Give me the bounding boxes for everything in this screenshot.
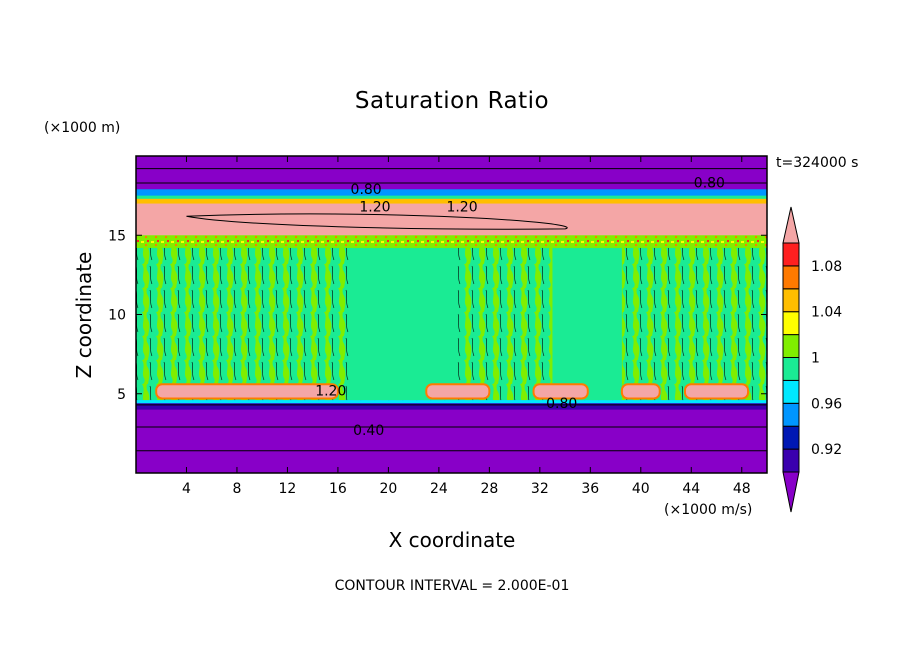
- field-lower-lens-3: [620, 383, 661, 400]
- field-band-smooth-column-0: [350, 238, 458, 401]
- colorbar-label-3: 1.04: [811, 305, 842, 321]
- colorbar-bottom-arrow: [782, 471, 800, 513]
- x-tick-label-24: 24: [430, 481, 448, 497]
- colorbar: 0.92 0.96 1 1.04 1.08: [782, 206, 842, 513]
- colorbar-top-arrow: [782, 206, 800, 244]
- colorbar-swatch-1: [782, 425, 800, 450]
- field-lower-lens-4: [683, 383, 750, 400]
- colorbar-swatch-4: [782, 357, 800, 381]
- colorbar-swatch-5: [782, 334, 800, 359]
- x-tick-label-48: 48: [733, 481, 751, 497]
- colorbar-label-0: 0.92: [811, 442, 842, 458]
- field-lower-lens-0: [155, 383, 339, 400]
- time-label: t=324000 s: [776, 155, 859, 171]
- x-axis-unit: (×1000 m/s): [664, 502, 753, 518]
- colorbar-swatch-3: [782, 379, 800, 404]
- field-lower-lens-2: [532, 383, 589, 400]
- saturation-field: [136, 156, 767, 473]
- field-band-smooth-column-1: [552, 238, 622, 401]
- x-axis-label: X coordinate: [388, 528, 516, 552]
- x-tick-label-32: 32: [531, 481, 549, 497]
- colorbar-label-4: 1.08: [811, 259, 842, 275]
- colorbar-swatch-7: [782, 288, 800, 313]
- colorbar-swatch-8: [782, 265, 800, 290]
- contour-interval-note: CONTOUR INTERVAL = 2.000E-01: [334, 578, 570, 594]
- x-tick-label-16: 16: [329, 481, 347, 497]
- contour-label-4: 1.20: [315, 383, 346, 399]
- x-tick-label-44: 44: [682, 481, 700, 497]
- x-tick-label-20: 20: [379, 481, 397, 497]
- field-band-upper-green: [136, 194, 767, 199]
- y-axis-unit: (×1000 m): [44, 120, 121, 136]
- x-tick-label-36: 36: [581, 481, 599, 497]
- y-tick-label-5: 5: [117, 387, 126, 403]
- x-tick-label-4: 4: [182, 481, 191, 497]
- contour-label-5: 0.80: [546, 396, 577, 412]
- field-band-upper-yellow: [136, 197, 767, 204]
- chart-title: Saturation Ratio: [354, 88, 550, 114]
- colorbar-swatch-2: [782, 402, 800, 427]
- contour-label-3: 0.80: [694, 176, 725, 192]
- colorbar-label-1: 0.96: [811, 396, 842, 412]
- x-tick-label-12: 12: [279, 481, 297, 497]
- x-tick-label-8: 8: [232, 481, 241, 497]
- contour-upper-1-20: [186, 213, 568, 230]
- contour-label-1: 1.20: [359, 199, 390, 215]
- y-tick-label-15: 15: [108, 228, 126, 244]
- colorbar-swatch-6: [782, 311, 800, 336]
- colorbar-label-2: 1: [811, 351, 820, 367]
- colorbar-swatch-0: [782, 448, 800, 473]
- contour-label-2: 1.20: [446, 199, 477, 215]
- contour-label-6: 0.40: [353, 423, 384, 439]
- contour-lines: 0.801.20 1.200.801.200.800.40: [136, 168, 767, 452]
- y-tick-label-10: 10: [108, 308, 126, 324]
- contour-label-0: 0.80: [351, 182, 382, 198]
- field-lower-lens-1: [425, 383, 491, 400]
- x-tick-label-40: 40: [632, 481, 650, 497]
- x-tick-label-28: 28: [480, 481, 498, 497]
- field-band-upper-blue: [136, 189, 767, 196]
- colorbar-swatch-9: [782, 242, 800, 267]
